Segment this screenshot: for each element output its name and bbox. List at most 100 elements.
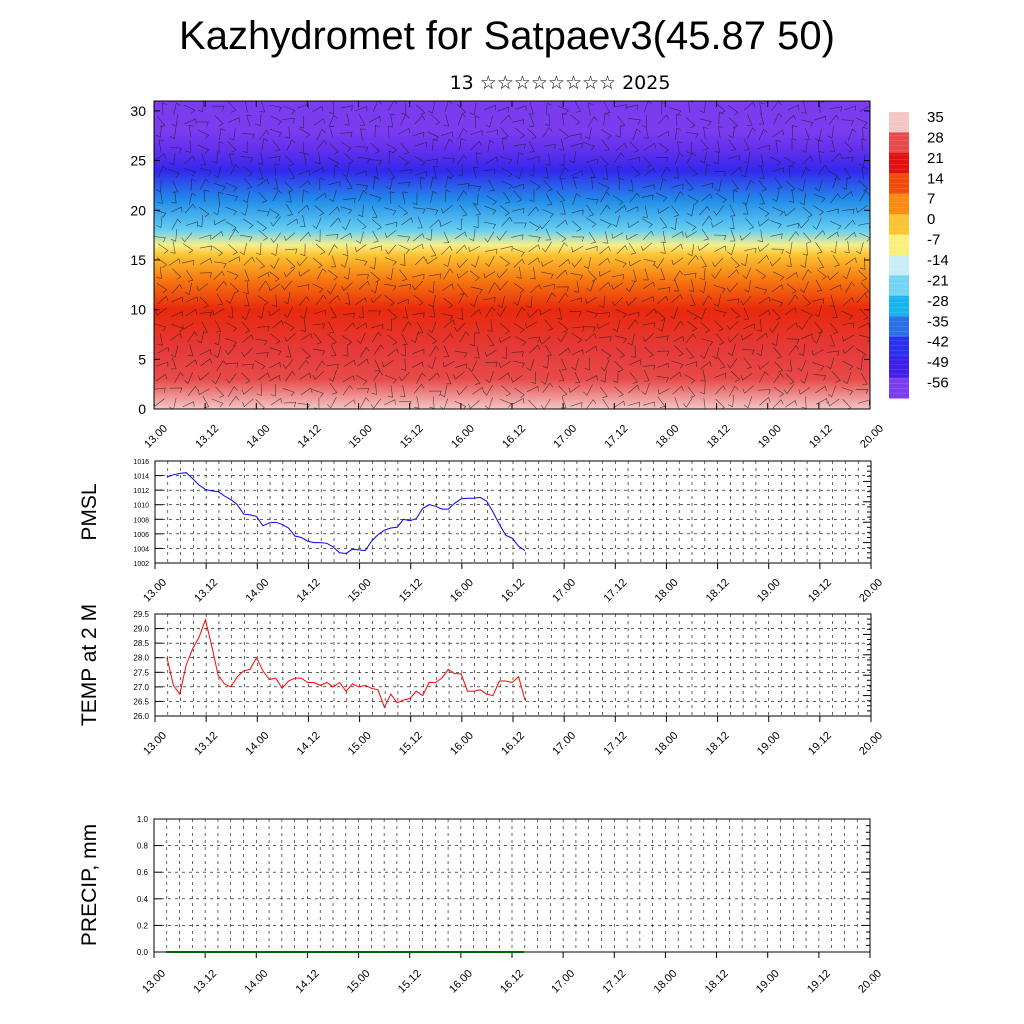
wind-barb: [542, 126, 553, 138]
wind-barb: [656, 362, 669, 369]
wind-barb: [832, 254, 840, 267]
wind-barb: [786, 222, 799, 229]
wind-barb: [800, 371, 809, 384]
wind-barb: [611, 274, 624, 280]
x-tick-label: 17.00: [550, 577, 578, 605]
wind-barb: [385, 177, 393, 190]
colorbar-label: -35: [927, 313, 949, 330]
wind-barb: [860, 282, 870, 294]
y-tick-label: 1010: [133, 503, 149, 510]
wind-barb: [199, 349, 212, 356]
wind-barb: [511, 119, 525, 125]
wind-barb: [714, 320, 724, 332]
x-tick-label: 19.00: [756, 423, 784, 451]
wind-barb: [745, 179, 755, 192]
wind-barb: [684, 179, 694, 191]
wind-barb: [742, 267, 752, 280]
y-tick-label: 25: [130, 153, 146, 169]
wind-barb: [270, 257, 280, 270]
x-tick-label: 13.12: [193, 423, 221, 451]
wind-barb: [701, 228, 709, 241]
wind-barb: [569, 151, 577, 164]
wind-barb: [469, 103, 477, 116]
wind-barb: [197, 101, 204, 113]
wind-barb: [769, 322, 780, 333]
wind-barb: [644, 142, 656, 151]
wind-barb: [327, 397, 337, 409]
wind-barb: [571, 220, 582, 232]
wind-barb: [226, 292, 236, 305]
wind-barb: [786, 272, 798, 280]
chart-title: Kazhydromet for Satpaev3(45.87 50): [179, 14, 835, 58]
wind-barb: [792, 124, 798, 138]
wind-barb: [775, 140, 781, 153]
wind-barb: [429, 345, 440, 357]
wind-barb: [512, 208, 525, 214]
wind-barb: [659, 268, 666, 280]
wind-barb: [169, 397, 177, 409]
wind-barb: [442, 283, 454, 291]
wind-barb: [182, 243, 194, 254]
wind-barb: [728, 105, 739, 116]
wind-barb: [699, 280, 707, 294]
wind-barb: [328, 321, 335, 334]
wind-barb: [225, 206, 238, 216]
wind-barb: [756, 332, 768, 341]
wind-barb: [196, 283, 209, 292]
wind-barb: [182, 322, 194, 330]
y-tick-label: 0.8: [137, 842, 149, 851]
wind-barb: [370, 142, 380, 154]
wind-barb: [543, 143, 556, 150]
wind-barb: [470, 130, 483, 136]
wind-barb: [699, 205, 710, 216]
wind-barb: [539, 219, 551, 230]
wind-barb: [414, 255, 427, 266]
wind-barb: [298, 359, 310, 370]
wind-barb: [513, 323, 525, 334]
wind-barb: [569, 133, 582, 139]
wind-barb: [788, 165, 794, 178]
y-tick-label: 27.5: [133, 668, 149, 677]
wind-barb: [657, 130, 670, 138]
wind-barb: [731, 178, 739, 191]
wind-barb: [669, 307, 678, 320]
wind-barb: [429, 244, 437, 257]
wind-barb: [585, 245, 598, 252]
wind-barb: [359, 397, 370, 409]
wind-barb: [615, 308, 628, 319]
wind-barb: [740, 165, 748, 178]
wind-barb: [429, 396, 435, 409]
wind-barb: [185, 140, 192, 153]
wind-barb: [369, 116, 381, 123]
wind-barb: [560, 178, 566, 191]
wind-barb: [514, 222, 527, 228]
wind-barb: [216, 360, 227, 371]
wind-barb: [281, 280, 293, 291]
x-tick-label: 18.00: [653, 577, 681, 605]
colorbar-label: -21: [927, 272, 949, 289]
wind-barb: [585, 345, 598, 353]
wind-barb: [342, 384, 354, 396]
wind-barb: [387, 385, 393, 398]
wind-barb: [758, 128, 768, 141]
wind-barb: [226, 362, 239, 368]
wind-barb: [657, 396, 666, 409]
wind-barb: [615, 125, 621, 138]
wind-barb: [499, 256, 511, 267]
wind-barb: [629, 372, 638, 384]
wind-barb: [560, 358, 567, 371]
wind-barb: [743, 357, 752, 370]
wind-barb: [515, 167, 524, 180]
wind-barb: [428, 280, 435, 294]
wind-barb: [591, 176, 597, 189]
wind-barb: [270, 333, 281, 345]
wind-barb: [425, 257, 438, 265]
wind-barb: [669, 107, 682, 116]
wind-barb: [527, 155, 540, 162]
wind-barb: [374, 124, 381, 138]
wind-barb: [443, 297, 454, 309]
wind-barb: [855, 348, 867, 359]
wind-barb: [344, 292, 351, 305]
wind-barb: [642, 322, 656, 328]
wind-barb: [360, 128, 366, 141]
